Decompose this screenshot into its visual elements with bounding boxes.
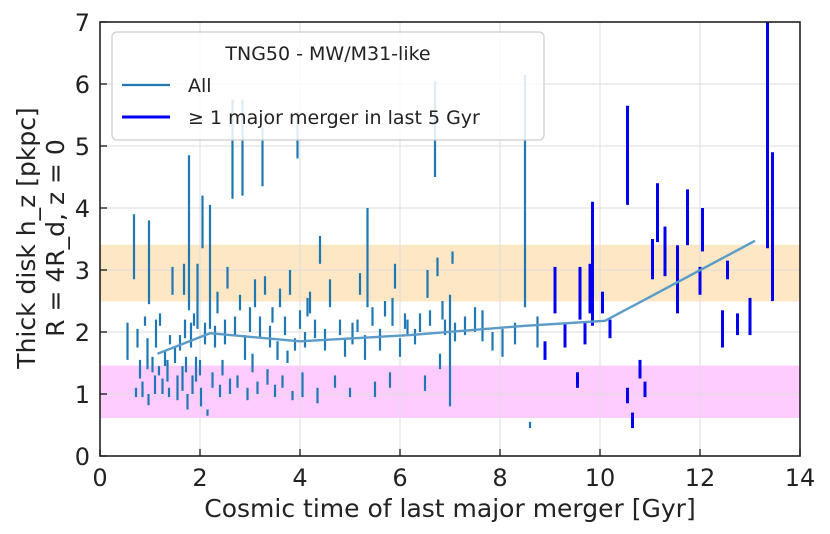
legend: TNG50 - MW/M31-like All ≥ 1 major merger… bbox=[111, 31, 545, 141]
y-axis-label-line2: R = 4R_d, z = 0 bbox=[41, 139, 70, 337]
y-tick-label: 3 bbox=[75, 257, 90, 285]
y-tick-label: 7 bbox=[75, 9, 90, 37]
legend-label-major: ≥ 1 major merger in last 5 Gyr bbox=[188, 107, 480, 129]
x-tick-label: 6 bbox=[392, 464, 407, 492]
y-tick-label: 6 bbox=[75, 71, 90, 99]
y-tick-label: 1 bbox=[75, 381, 90, 409]
legend-box bbox=[111, 31, 545, 141]
x-tick-label: 0 bbox=[92, 464, 107, 492]
y-tick-label: 0 bbox=[75, 443, 90, 471]
y-tick-label: 4 bbox=[75, 195, 90, 223]
y-tick-label: 2 bbox=[75, 319, 90, 347]
thick-disk-band bbox=[99, 244, 801, 302]
y-tick-label: 5 bbox=[75, 133, 90, 161]
x-tick-label: 12 bbox=[685, 464, 716, 492]
legend-title: TNG50 - MW/M31-like bbox=[224, 43, 430, 65]
legend-label-all: All bbox=[188, 75, 212, 97]
x-axis-label: Cosmic time of last major merger [Gyr] bbox=[204, 494, 695, 523]
x-tick-label: 4 bbox=[292, 464, 307, 492]
x-tick-label: 10 bbox=[585, 464, 616, 492]
y-axis-label-line1: Thick disk h_z [pkpc] bbox=[12, 107, 41, 369]
x-tick-label: 2 bbox=[192, 464, 207, 492]
x-tick-label: 8 bbox=[492, 464, 507, 492]
series-major-layer bbox=[543, 22, 774, 429]
x-tick-label: 14 bbox=[785, 464, 816, 492]
median-line bbox=[157, 239, 756, 355]
plot-frame bbox=[99, 21, 801, 457]
